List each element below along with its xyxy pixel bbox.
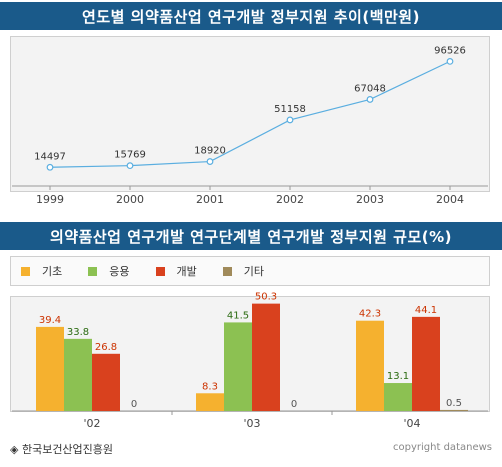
line-point (446, 57, 454, 65)
bar-value-label: 0.5 (446, 398, 462, 409)
x-tick-label: 1999 (36, 193, 64, 206)
bar-value-label: 13.1 (387, 371, 409, 382)
bar-value-label: 39.4 (39, 315, 61, 326)
line-point (126, 162, 134, 170)
bar-value-label: 50.3 (255, 292, 277, 303)
legend-item: 개발 (155, 263, 197, 279)
line-chart-title: 연도별 의약품산업 연구개발 정부지원 추이(백만원) (0, 2, 502, 30)
line-point-label: 18920 (194, 146, 226, 157)
line-point (206, 158, 214, 165)
line-series (49, 60, 451, 168)
legend-label: 개발 (176, 265, 197, 278)
bar (252, 303, 280, 411)
bar-value-label: 26.8 (95, 342, 117, 353)
x-tick-label: 2003 (356, 193, 384, 206)
bar (36, 326, 64, 411)
bar-chart-legend: 기초 응용 개발 기타 (10, 256, 490, 286)
line-point-label: 15769 (114, 150, 146, 161)
bar (356, 320, 384, 411)
bar-value-label: 33.8 (67, 327, 89, 338)
x-tick-label: '02 (83, 417, 100, 430)
copyright-label: copyright datanews (393, 442, 492, 453)
x-tick-label: 2002 (276, 193, 304, 206)
x-tick-label: '04 (403, 417, 420, 430)
bar (412, 316, 440, 411)
line-point (366, 96, 374, 103)
bar-value-label: 42.3 (359, 309, 381, 320)
legend-swatch (155, 266, 165, 276)
legend-item: 기타 (222, 263, 264, 279)
bar-chart-title: 의약품산업 연구개발 연구단계별 연구개발 정부지원 규모(%) (0, 222, 502, 250)
bar-value-label: 8.3 (202, 381, 218, 392)
x-tick-label: '03 (243, 417, 260, 430)
legend-label: 기초 (42, 265, 63, 278)
x-tick-label: 2000 (116, 193, 144, 206)
line-point-label: 67048 (354, 83, 386, 94)
bar (64, 338, 92, 411)
legend-swatch (222, 266, 232, 276)
line-point-label: 14497 (34, 151, 66, 162)
legend-item: 기초 (21, 263, 62, 279)
x-tick-label: 2001 (196, 193, 224, 206)
line-point (286, 116, 294, 124)
line-point (46, 163, 54, 171)
line-point-label: 96526 (434, 45, 466, 56)
bar (196, 393, 224, 411)
bar-value-label: 0 (291, 399, 297, 410)
line-point-label: 51158 (274, 104, 306, 115)
bar (384, 383, 412, 411)
x-tick-label: 2004 (436, 193, 464, 206)
legend-label: 기타 (243, 265, 264, 278)
bar-value-label: 41.5 (227, 310, 249, 321)
legend-swatch (21, 266, 30, 276)
legend-item: 응용 (88, 263, 130, 279)
bar (92, 353, 120, 411)
source-label: ◈ 한국보건산업진흥원 (10, 443, 114, 456)
bar (440, 409, 468, 411)
legend-label: 응용 (109, 265, 130, 278)
bar-value-label: 44.1 (415, 305, 437, 316)
bar (224, 322, 252, 411)
bar-value-label: 0 (131, 399, 137, 410)
legend-swatch (88, 266, 98, 276)
